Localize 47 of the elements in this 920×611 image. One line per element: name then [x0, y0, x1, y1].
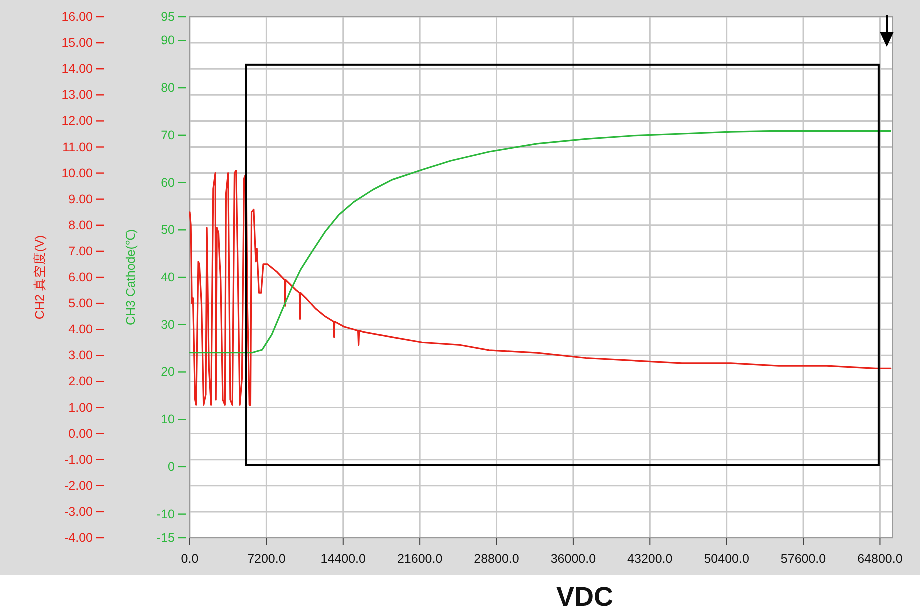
- y2-tick-label: 90: [161, 34, 176, 48]
- y-tick-label: -3.00: [64, 504, 94, 519]
- y-tick-label: 7.00: [68, 244, 94, 258]
- y2-tick-label: 20: [161, 365, 176, 380]
- y-tick-label: 14.00: [62, 62, 94, 76]
- x-tick-label: 7200.0: [248, 552, 286, 566]
- y2-tick-label: 40: [161, 270, 176, 284]
- x-tick-label: 21600.0: [397, 552, 443, 566]
- y2-tick-label: 30: [161, 318, 176, 332]
- y2-tick-label: 70: [161, 128, 176, 142]
- y2-tick-label: 60: [161, 176, 176, 190]
- y-tick-label: -1.00: [64, 452, 94, 467]
- y2-tick-label: -10: [156, 507, 176, 522]
- x-tick-label: 28800.0: [474, 552, 520, 566]
- x-tick-label: 64800.0: [858, 552, 903, 566]
- y-tick-label: 9.00: [68, 192, 94, 206]
- y-tick-label: 11.00: [62, 140, 94, 154]
- y2-tick-label: 0: [168, 460, 176, 474]
- y-tick-label: 8.00: [68, 218, 94, 232]
- y-tick-label: 16.00: [62, 10, 94, 24]
- y-tick-label: -4.00: [64, 531, 94, 545]
- y2-tick-label: 10: [161, 412, 176, 427]
- y-tick-label: 4.00: [68, 322, 94, 337]
- x-tick-label: 14400.0: [320, 552, 366, 566]
- y-tick-label: 6.00: [68, 270, 94, 284]
- y-tick-label: 15.00: [62, 36, 94, 50]
- y2-axis-title: CH3 Cathode(℃): [124, 229, 138, 326]
- y2-tick-label: 50: [161, 223, 176, 238]
- y2-tick-label: -15: [156, 531, 176, 545]
- y2-tick-label: 80: [161, 81, 176, 96]
- y-tick-label: 1.00: [68, 400, 94, 415]
- y-tick-label: 3.00: [68, 348, 94, 363]
- y-tick-label: 5.00: [68, 296, 94, 311]
- y-tick-label: 2.00: [68, 374, 94, 389]
- x-tick-label: 0.0: [181, 552, 199, 566]
- x-tick-label: 57600.0: [780, 552, 826, 566]
- y-tick-label: 13.00: [62, 88, 94, 102]
- x-tick-label: 43200.0: [628, 552, 673, 566]
- y-tick-label: -2.00: [64, 478, 94, 493]
- y-axis-title: CH2 真空度(V): [32, 235, 47, 320]
- y-tick-label: 12.00: [62, 114, 94, 128]
- x-tick-label: 50400.0: [704, 552, 750, 566]
- y2-tick-label: 95: [161, 10, 176, 24]
- x-tick-label: 36000.0: [550, 552, 596, 566]
- y-tick-label: 0.00: [68, 426, 94, 441]
- y-tick-label: 10.00: [62, 166, 94, 180]
- x-axis-title: VDC: [556, 582, 614, 611]
